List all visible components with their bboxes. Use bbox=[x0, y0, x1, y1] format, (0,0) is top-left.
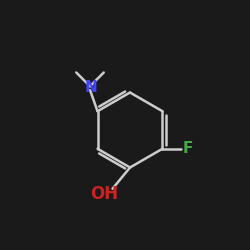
Text: F: F bbox=[182, 141, 193, 156]
Text: OH: OH bbox=[90, 185, 118, 203]
Text: N: N bbox=[85, 80, 98, 96]
